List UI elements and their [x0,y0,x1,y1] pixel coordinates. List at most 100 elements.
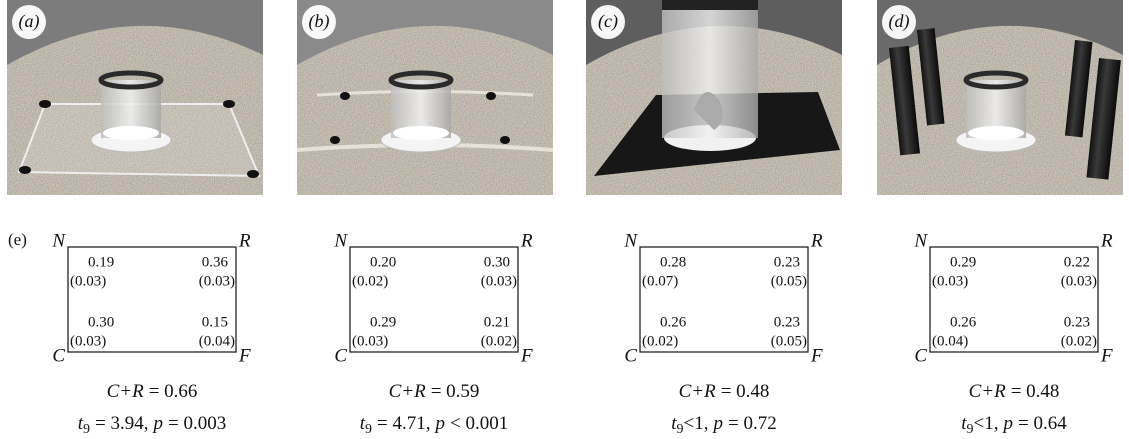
arena-outline [929,246,1099,353]
degrees-of-freedom: 9 [677,422,684,437]
corner-label: C [914,345,927,366]
corner-label: R [238,230,251,251]
plate-foot [486,92,496,100]
test-symbol: t [360,413,366,434]
cylinder-floor [393,126,449,140]
cell-se: (0.07) [642,273,678,289]
sum-line: C+R = 0.59 [389,381,480,402]
corner-label: F [520,345,533,366]
arena-outline [639,246,809,353]
cell-mean: 0.22 [1064,254,1090,270]
corner-label: F [810,345,823,366]
sum-value: = 0.48 [1011,381,1060,402]
p-value: = 0.003 [168,413,226,434]
post [1086,57,1121,180]
photo: (d) [877,0,1123,195]
test-statistic: <1, [684,413,709,434]
plate-foot [39,100,51,108]
cell-mean: 0.29 [950,254,976,270]
p-symbol: p [1002,413,1014,434]
test-line: t9<1, p = 0.64 [961,413,1067,437]
cell-se: (0.04) [932,333,968,349]
cell-se: (0.03) [1061,273,1097,289]
cell-se: (0.02) [642,333,678,349]
p-value: = 0.64 [1018,413,1067,434]
sum-line: C+R = 0.48 [679,381,770,402]
test-symbol: t [78,413,84,434]
test-line: t9 = 3.94, p = 0.003 [78,413,226,437]
cell-mean: 0.15 [202,314,228,330]
cell-mean: 0.29 [370,314,396,330]
cell-mean: 0.23 [774,254,800,270]
post [917,28,945,126]
sum-value: = 0.66 [149,381,198,402]
test-statistic: <1, [974,413,999,434]
corner-label: N [333,230,348,251]
cylinder-floor [103,126,159,140]
cell-mean: 0.26 [660,314,687,330]
corner-label: R [1100,230,1113,251]
cell-se: (0.03) [932,273,968,289]
cell-mean: 0.19 [88,254,114,270]
post [1064,39,1093,138]
corner-label: C [334,345,347,366]
corner-label: F [1100,345,1113,366]
corner-label: R [520,230,533,251]
p-value: < 0.001 [450,413,508,434]
cell-mean: 0.30 [88,314,114,330]
sum-line: C+R = 0.48 [969,381,1060,402]
degrees-of-freedom: 9 [967,422,974,437]
p-symbol: p [434,413,446,434]
panel-label: (d) [889,11,910,32]
photo: (c) [586,0,842,195]
arena-outline [349,246,519,353]
photo: (b) [297,0,553,195]
panel-label: (c) [598,11,618,32]
test-statistic: = 3.94, [95,413,148,434]
p-symbol: p [712,413,724,434]
cell-mean: 0.26 [950,314,977,330]
corner-label: N [913,230,928,251]
cell-se: (0.02) [481,333,517,349]
plate-foot [500,136,510,144]
p-symbol: p [152,413,164,434]
cylinder-rim [388,70,454,90]
plate-foot [247,170,259,178]
label-badge [882,5,916,39]
sum-value: = 0.48 [721,381,770,402]
corner-label: F [238,345,251,366]
sum-expression: C+R [389,381,426,402]
cylinder-floor [968,126,1024,140]
test-symbol: t [961,413,967,434]
plate-foot [19,166,31,174]
cylinder-rim [98,70,164,90]
shadow [694,92,723,130]
cell-se: (0.02) [1061,333,1097,349]
post [889,45,920,156]
test-statistic: = 4.71, [377,413,430,434]
sum-value: = 0.59 [431,381,480,402]
sum-expression: C+R [969,381,1006,402]
preference-diagram: N R C F 0.29 (0.03) 0.22 (0.03) 0.26 (0.04) 0.23 (0… [913,230,1113,437]
preference-diagram: N R C F 0.28 (0.07) 0.23 (0.05) 0.26 (0.02) 0.23 (0… [623,230,823,437]
panel-label: (b) [309,11,330,32]
photo: (a) [7,0,263,195]
label-badge [302,5,336,39]
cell-mean: 0.20 [370,254,396,270]
cell-se: (0.03) [70,273,106,289]
sum-expression: C+R [107,381,144,402]
degrees-of-freedom: 9 [83,422,90,437]
label-badge [591,5,625,39]
panel-label: (a) [19,11,40,32]
cell-se: (0.03) [481,273,517,289]
cell-se: (0.03) [352,333,388,349]
corner-label: C [624,345,637,366]
cell-mean: 0.23 [774,314,800,330]
cell-mean: 0.23 [1064,314,1090,330]
arena-outline [67,246,237,353]
corner-label: C [52,345,65,366]
cell-se: (0.03) [70,333,106,349]
p-value: = 0.72 [728,413,777,434]
test-symbol: t [671,413,677,434]
